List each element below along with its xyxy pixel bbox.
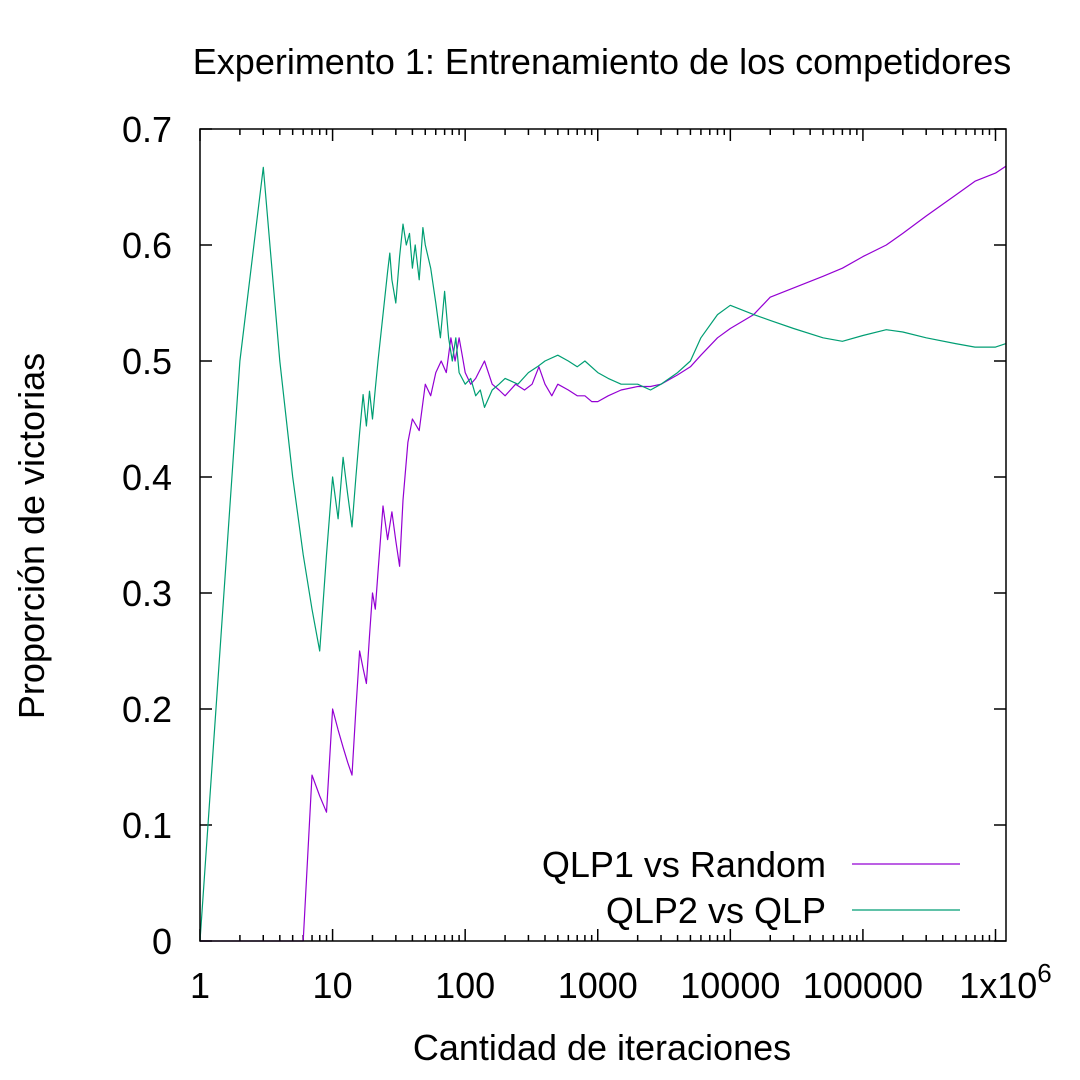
x-tick-label-text: 100 [435, 965, 495, 1006]
x-tick-label: 100000 [803, 965, 923, 1006]
y-axis-label: Proporción de victorias [11, 353, 52, 719]
y-tick-label: 0.2 [122, 689, 172, 730]
plot-series [199, 165, 1007, 942]
x-tick-label: 1 [190, 965, 210, 1006]
x-tick-label-text: 1000 [558, 965, 638, 1006]
x-tick-label-text: 10 [313, 965, 353, 1006]
x-tick-label-text: 1 [190, 965, 210, 1006]
plot-frame [199, 128, 1007, 942]
x-tick-label: 1x106 [959, 958, 1052, 1006]
legend: QLP1 vs Random QLP2 vs QLP [542, 844, 960, 931]
series-line-2 [199, 166, 1007, 942]
y-tick-label: 0 [152, 921, 172, 962]
series-line-1 [200, 165, 1007, 942]
y-tick-label: 0.4 [122, 457, 172, 498]
legend-label: QLP1 vs Random [542, 844, 826, 885]
x-tick-label-text: 100000 [803, 965, 923, 1006]
x-tick-label: 10 [313, 965, 353, 1006]
x-tick-label: 10000 [680, 965, 780, 1006]
x-tick-label-text: 1x10 [959, 965, 1037, 1006]
y-tick-label: 0.7 [122, 109, 172, 150]
x-axis-label: Cantidad de iteraciones [413, 1027, 791, 1068]
axis-ticks: 0 0.1 0.2 0.3 0.4 0.5 0.6 0.7 1 10 100 1000 10000 100… [122, 109, 1052, 1006]
legend-label: QLP2 vs QLP [606, 890, 826, 931]
y-tick-label: 0.6 [122, 225, 172, 266]
x-tick-label: 100 [435, 965, 495, 1006]
x-tick-label-text: 10000 [680, 965, 780, 1006]
x-tick-label: 1000 [558, 965, 638, 1006]
chart-title: Experimento 1: Entrenamiento de los comp… [193, 41, 1011, 82]
x-tick-label-superscript: 6 [1037, 958, 1051, 988]
y-tick-label: 0.3 [122, 573, 172, 614]
y-tick-label: 0.5 [122, 341, 172, 382]
y-tick-label: 0.1 [122, 805, 172, 846]
